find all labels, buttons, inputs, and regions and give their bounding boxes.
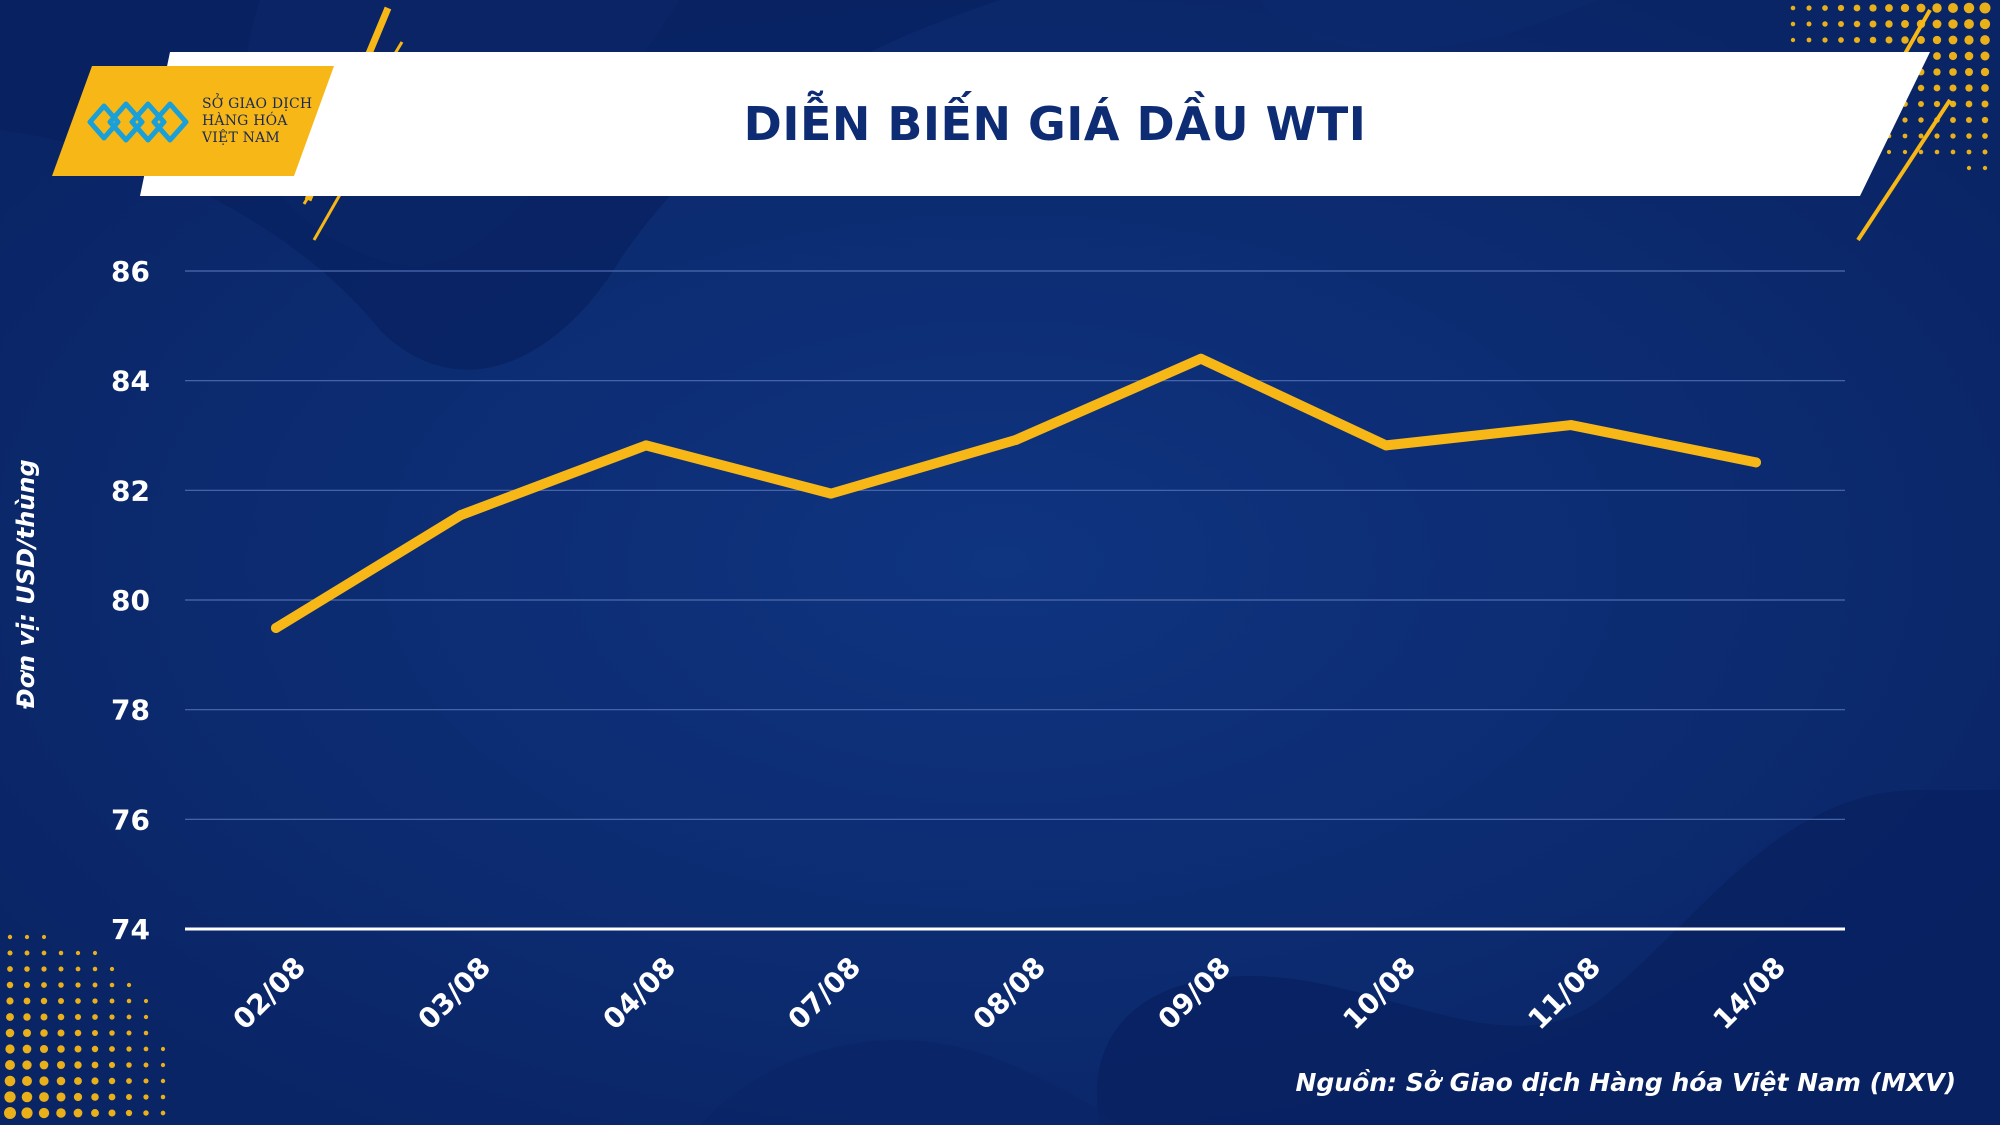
data-point xyxy=(641,440,651,451)
data-point xyxy=(826,488,836,499)
x-tick-label: 10/08 xyxy=(1336,950,1422,1036)
data-point xyxy=(456,510,466,521)
data-point xyxy=(1196,353,1206,364)
page-title: DIỄN BIẾN GIÁ DẦU WTI xyxy=(743,97,1367,151)
series-line xyxy=(271,353,1761,633)
mxv-logo-icon xyxy=(82,92,202,152)
logo-line-3: VIỆT NAM xyxy=(202,130,280,146)
x-tick-label: 11/08 xyxy=(1521,950,1607,1036)
y-tick-label: 84 xyxy=(111,365,150,398)
header-bar: DIỄN BIẾN GIÁ DẦU WTI xyxy=(140,52,1930,196)
y-tick-label: 74 xyxy=(111,913,150,946)
x-tick-label: 14/08 xyxy=(1706,950,1792,1036)
source-note: Nguồn: Sở Giao dịch Hàng hóa Việt Nam (M… xyxy=(1295,1068,1956,1097)
data-point xyxy=(1011,434,1021,445)
x-tick-label: 08/08 xyxy=(966,950,1052,1036)
data-point xyxy=(1751,457,1761,468)
y-tick-label: 76 xyxy=(111,803,150,836)
logo: SỞ GIAO DỊCH HÀNG HÓA VIỆT NAM xyxy=(52,66,334,176)
y-tick-label: 86 xyxy=(111,255,150,288)
x-tick-label: 03/08 xyxy=(411,950,497,1036)
logo-text: SỞ GIAO DỊCH HÀNG HÓA VIỆT NAM xyxy=(202,96,342,147)
y-tick-label: 82 xyxy=(111,474,150,507)
y-axis-label: Đơn vị: USD/thùng xyxy=(12,459,40,709)
data-point xyxy=(1566,420,1576,431)
x-tick-label: 07/08 xyxy=(781,950,867,1036)
x-tick-label: 04/08 xyxy=(596,950,682,1036)
logo-line-1: SỞ GIAO DỊCH xyxy=(202,96,313,112)
y-tick-label: 78 xyxy=(111,694,150,727)
x-tick-label: 02/08 xyxy=(226,950,312,1036)
data-point xyxy=(271,622,281,633)
x-tick-label: 09/08 xyxy=(1151,950,1237,1036)
data-point xyxy=(1381,440,1391,451)
logo-line-2: HÀNG HÓA xyxy=(202,113,288,129)
y-tick-label: 80 xyxy=(111,584,150,617)
